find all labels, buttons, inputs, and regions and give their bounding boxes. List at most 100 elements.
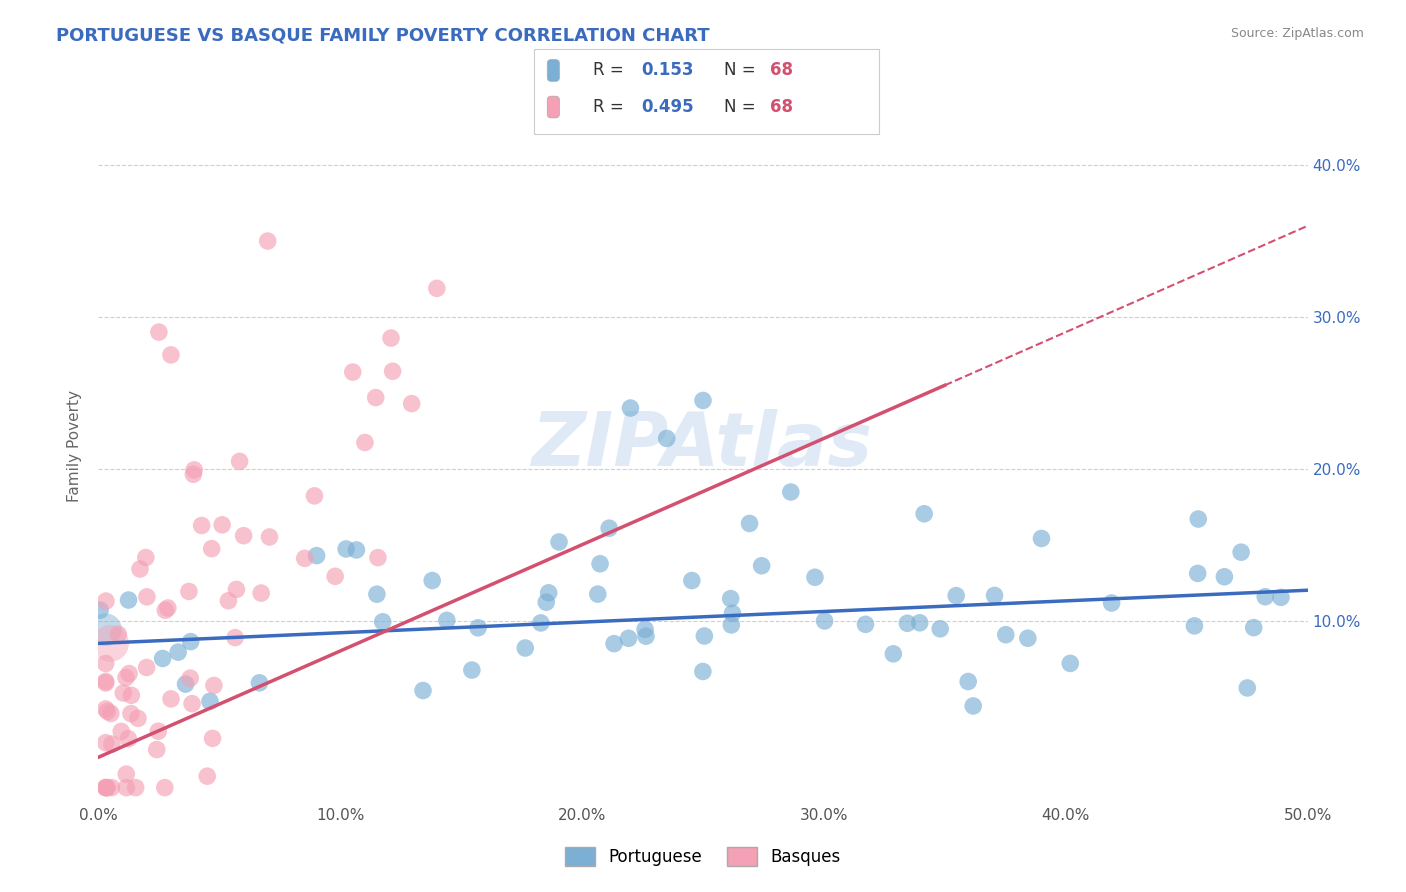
- Point: [681, 574, 703, 588]
- Point: [693, 629, 716, 643]
- Text: 68: 68: [770, 62, 793, 79]
- Point: [586, 587, 609, 601]
- Point: [96, 705, 118, 719]
- Point: [1031, 532, 1053, 546]
- Point: [155, 603, 177, 617]
- Legend: Portuguese, Basques: Portuguese, Basques: [558, 840, 848, 873]
- Point: [855, 617, 877, 632]
- Point: [598, 521, 620, 535]
- Point: [813, 614, 835, 628]
- Point: [179, 671, 201, 685]
- Point: [156, 601, 179, 615]
- Point: [1236, 681, 1258, 695]
- Point: [537, 586, 560, 600]
- Point: [962, 698, 984, 713]
- Point: [152, 651, 174, 665]
- Point: [1187, 512, 1209, 526]
- Point: [120, 689, 142, 703]
- Text: 0.495: 0.495: [641, 98, 693, 116]
- Text: 68: 68: [770, 98, 793, 116]
- Point: [367, 550, 389, 565]
- Point: [371, 615, 394, 629]
- Point: [896, 616, 918, 631]
- Point: [118, 666, 141, 681]
- Point: [259, 530, 281, 544]
- Point: [720, 591, 742, 606]
- Point: [305, 549, 328, 563]
- Point: [721, 607, 744, 621]
- Point: [217, 594, 239, 608]
- Text: R =: R =: [593, 62, 630, 79]
- Point: [201, 731, 224, 746]
- Y-axis label: Family Poverty: Family Poverty: [67, 390, 83, 502]
- Text: 0.153: 0.153: [641, 62, 693, 79]
- Point: [180, 634, 202, 648]
- Point: [96, 780, 118, 795]
- Point: [994, 628, 1017, 642]
- Point: [183, 467, 205, 482]
- Point: [882, 647, 904, 661]
- Point: [127, 711, 149, 725]
- Point: [354, 435, 377, 450]
- Point: [115, 671, 138, 685]
- Point: [983, 589, 1005, 603]
- Point: [117, 593, 139, 607]
- Point: [634, 629, 657, 643]
- Point: [110, 724, 132, 739]
- Point: [148, 325, 170, 339]
- Text: N =: N =: [724, 62, 761, 79]
- Point: [346, 543, 368, 558]
- Point: [160, 692, 183, 706]
- Point: [174, 677, 197, 691]
- Point: [738, 516, 761, 531]
- Point: [145, 742, 167, 756]
- Point: [380, 331, 402, 345]
- Text: Source: ZipAtlas.com: Source: ZipAtlas.com: [1230, 27, 1364, 40]
- Point: [115, 780, 138, 795]
- Point: [1017, 631, 1039, 645]
- Point: [117, 731, 139, 746]
- Point: [183, 463, 205, 477]
- Point: [250, 586, 273, 600]
- Point: [461, 663, 484, 677]
- Point: [364, 391, 387, 405]
- Point: [420, 574, 443, 588]
- Point: [202, 678, 225, 692]
- Point: [190, 518, 212, 533]
- Point: [436, 613, 458, 627]
- Point: [1059, 657, 1081, 671]
- Point: [720, 618, 742, 632]
- Point: [751, 558, 773, 573]
- Point: [94, 674, 117, 689]
- Point: [548, 535, 571, 549]
- Point: [304, 489, 326, 503]
- Point: [225, 582, 247, 597]
- Point: [929, 622, 952, 636]
- Point: [1270, 591, 1292, 605]
- Point: [101, 737, 124, 751]
- Text: R =: R =: [593, 98, 630, 116]
- Point: [94, 623, 117, 637]
- Point: [100, 706, 122, 721]
- Point: [1101, 596, 1123, 610]
- Point: [692, 665, 714, 679]
- Point: [335, 541, 357, 556]
- Point: [1254, 590, 1277, 604]
- Point: [125, 780, 148, 795]
- Point: [135, 550, 157, 565]
- Point: [634, 623, 657, 637]
- Point: [94, 780, 117, 795]
- Point: [1184, 619, 1206, 633]
- Point: [135, 660, 157, 674]
- Point: [426, 281, 449, 295]
- Point: [294, 551, 316, 566]
- Text: PORTUGUESE VS BASQUE FAMILY POVERTY CORRELATION CHART: PORTUGUESE VS BASQUE FAMILY POVERTY CORR…: [56, 27, 710, 45]
- Point: [181, 697, 204, 711]
- Point: [198, 694, 221, 708]
- Point: [381, 364, 404, 378]
- Point: [94, 702, 117, 716]
- Point: [89, 603, 111, 617]
- Point: [211, 517, 233, 532]
- Point: [160, 348, 183, 362]
- Point: [224, 631, 246, 645]
